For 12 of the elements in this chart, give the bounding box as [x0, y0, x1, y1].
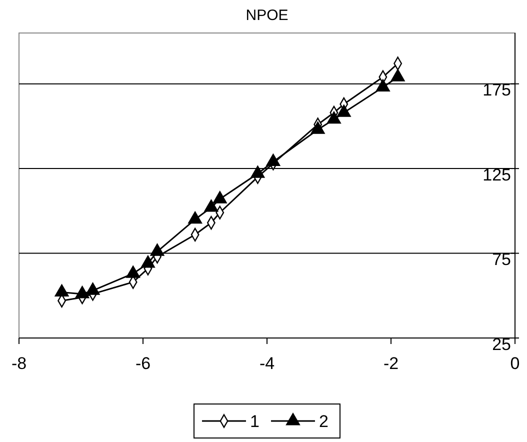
x-tick-label: -6: [135, 354, 151, 374]
x-tick-label: -8: [11, 354, 27, 374]
legend-label: 2: [319, 412, 328, 431]
y-tick-label: 175: [482, 80, 511, 100]
y-tick-label: 25: [492, 334, 511, 354]
legend-label: 1: [250, 412, 260, 431]
chart-title: NPOE: [246, 7, 288, 24]
y-tick-label: 125: [482, 165, 511, 184]
x-tick-label: -2: [383, 354, 399, 374]
x-tick-label: 0: [510, 354, 520, 374]
y-tick-label: 75: [492, 250, 511, 270]
x-tick-label: -4: [259, 354, 275, 374]
